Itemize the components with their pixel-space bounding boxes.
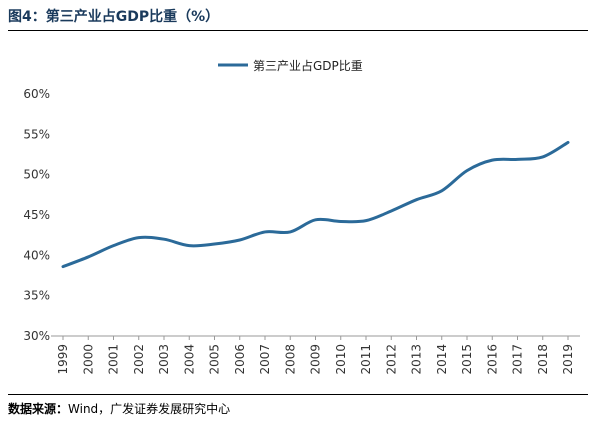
- x-tick-label: 2012: [384, 344, 398, 375]
- y-tick-label: 35%: [23, 289, 50, 303]
- series-line: [61, 140, 570, 269]
- figure-title: 图4：第三产业占GDP比重（%）: [8, 9, 220, 25]
- x-tick-label: 2003: [157, 344, 171, 375]
- x-tick-label: 2001: [107, 344, 121, 375]
- source-note: 数据来源：Wind，广发证券发展研究中心: [8, 400, 230, 417]
- x-tick-label: 2006: [233, 344, 247, 375]
- line-chart: 第三产业占GDP比重 30% 35% 40% 45% 50% 55% 60% 1999 200…: [23, 58, 580, 375]
- legend-label: 第三产业占GDP比重: [253, 58, 363, 73]
- x-tick-label: 2015: [460, 344, 474, 375]
- x-tick-label: 2011: [359, 344, 373, 375]
- x-tick-label: 2019: [561, 344, 575, 375]
- x-tick-label: 2005: [208, 344, 222, 375]
- y-tick-label: 40%: [23, 248, 50, 262]
- x-tick-label: 2004: [182, 344, 196, 375]
- x-tick-label: 2007: [258, 344, 272, 375]
- series-layer: [61, 140, 570, 269]
- x-axis: 1999 2000 2001 2002 2003 2004 2005 2006 2007 2008…: [51, 335, 580, 375]
- y-tick-label: 60%: [23, 87, 50, 101]
- x-tick-label: 2002: [132, 344, 146, 375]
- y-tick-label: 50%: [23, 168, 50, 182]
- x-tick-label: 2008: [283, 344, 297, 375]
- source-text: Wind，广发证券发展研究中心: [68, 402, 231, 416]
- x-tick-label: 2018: [536, 344, 550, 375]
- x-tick-label: 2009: [309, 344, 323, 375]
- x-tick-label: 1999: [56, 344, 70, 375]
- y-tick-label: 45%: [23, 208, 50, 222]
- source-label: 数据来源：: [8, 402, 69, 416]
- top-rule: [8, 30, 588, 31]
- bottom-rule: [8, 394, 588, 395]
- y-tick-label: 30%: [23, 329, 50, 343]
- x-tick-label: 2017: [511, 344, 525, 375]
- y-tick-label: 55%: [23, 127, 50, 141]
- x-tick-label: 2014: [435, 344, 449, 375]
- x-tick-label: 2016: [485, 344, 499, 375]
- y-axis: 30% 35% 40% 45% 50% 55% 60%: [23, 87, 50, 343]
- x-tick-label: 2013: [410, 344, 424, 375]
- x-tick-label: 2010: [334, 344, 348, 375]
- x-tick-label: 2000: [81, 344, 95, 375]
- legend: 第三产业占GDP比重: [218, 58, 363, 73]
